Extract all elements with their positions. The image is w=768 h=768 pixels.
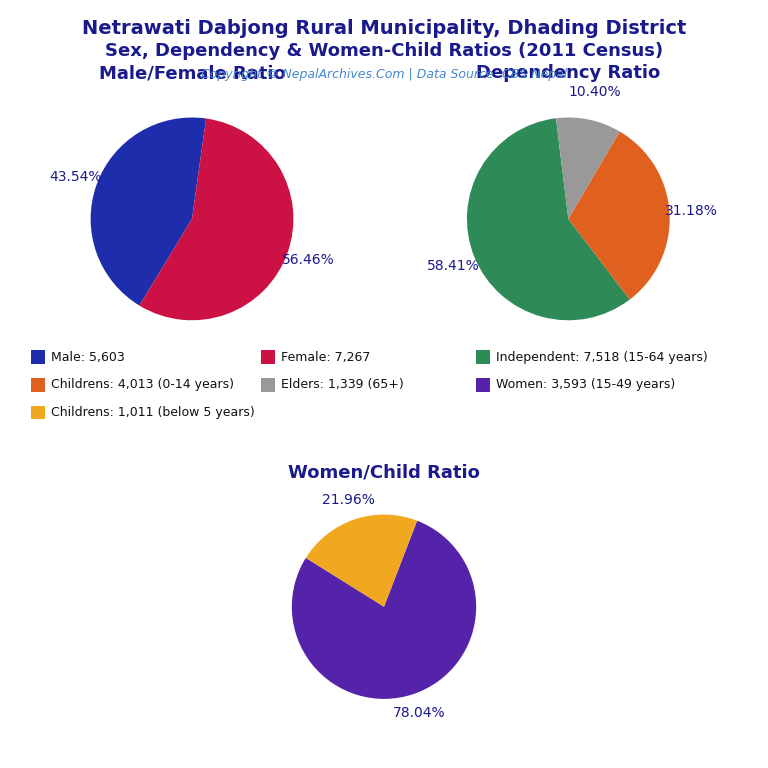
Text: 78.04%: 78.04% [393,707,446,720]
Wedge shape [292,521,476,699]
Text: 56.46%: 56.46% [282,253,335,267]
Text: 58.41%: 58.41% [428,259,480,273]
Text: Childrens: 4,013 (0-14 years): Childrens: 4,013 (0-14 years) [51,379,233,391]
Wedge shape [467,118,630,320]
Text: Women: 3,593 (15-49 years): Women: 3,593 (15-49 years) [496,379,675,391]
Title: Dependency Ratio: Dependency Ratio [476,65,660,82]
Text: Childrens: 1,011 (below 5 years): Childrens: 1,011 (below 5 years) [51,406,254,419]
Wedge shape [568,131,670,300]
Text: Independent: 7,518 (15-64 years): Independent: 7,518 (15-64 years) [496,351,708,363]
Text: Netrawati Dabjong Rural Municipality, Dhading District: Netrawati Dabjong Rural Municipality, Dh… [82,19,686,38]
Text: 43.54%: 43.54% [49,170,101,184]
Text: Sex, Dependency & Women-Child Ratios (2011 Census): Sex, Dependency & Women-Child Ratios (20… [105,42,663,60]
Title: Women/Child Ratio: Women/Child Ratio [288,464,480,482]
Text: 10.40%: 10.40% [568,84,621,99]
Text: Elders: 1,339 (65+): Elders: 1,339 (65+) [281,379,404,391]
Wedge shape [306,515,417,607]
Text: 31.18%: 31.18% [665,204,718,218]
Title: Male/Female Ratio: Male/Female Ratio [98,65,286,82]
Wedge shape [91,118,206,306]
Text: 21.96%: 21.96% [322,493,375,507]
Text: Copyright © NepalArchives.Com | Data Source: CBS Nepal: Copyright © NepalArchives.Com | Data Sou… [201,68,567,81]
Text: Male: 5,603: Male: 5,603 [51,351,124,363]
Wedge shape [140,118,293,320]
Text: Female: 7,267: Female: 7,267 [281,351,370,363]
Wedge shape [556,118,620,219]
